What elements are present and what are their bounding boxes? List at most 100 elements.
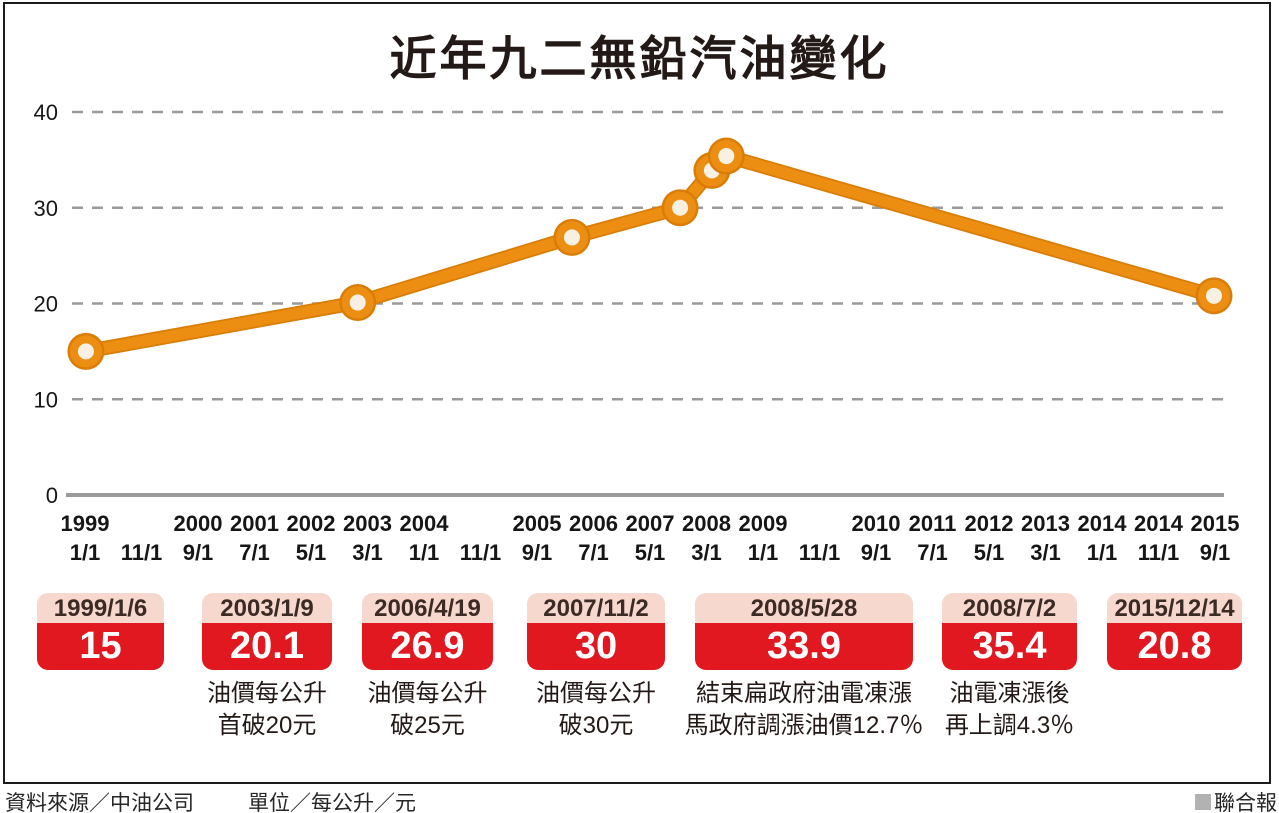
x-tick-date-label: 11/1 — [121, 540, 163, 565]
x-tick-year-label: 2014 — [1134, 511, 1184, 536]
x-tick-date-label: 11/1 — [1138, 540, 1180, 565]
data-point-marker-center — [349, 294, 366, 311]
x-tick-date-label: 7/1 — [239, 540, 270, 565]
annotation-2003-1-9: 2003/1/9 20.1 油價每公升 首破20元 — [202, 593, 332, 742]
x-tick-year-label: 2004 — [400, 511, 450, 536]
y-tick-label: 40 — [34, 100, 58, 125]
badge-date: 2008/5/28 — [695, 593, 913, 623]
annotation-2008-5-28: 2008/5/28 33.9 結束扁政府油電凍漲 馬政府調漲油價12.7％ — [685, 593, 923, 742]
price-badge: 2003/1/9 20.1 — [202, 593, 332, 670]
x-tick-date-label: 1/1 — [409, 540, 440, 565]
x-tick-year-label: 2005 — [513, 511, 562, 536]
footer: 資料來源／中油公司 單位／每公升／元 聯合報 — [0, 787, 1279, 813]
x-tick-date-label: 7/1 — [578, 540, 609, 565]
x-tick-date-label: 3/1 — [352, 540, 383, 565]
x-tick-year-label: 2002 — [287, 511, 336, 536]
price-badge: 2007/11/2 30 — [527, 593, 665, 670]
annotation-2006-4-19: 2006/4/19 26.9 油價每公升 破25元 — [362, 593, 493, 742]
badge-caption: 油價每公升 破30元 — [536, 678, 656, 742]
caption-line: 油電凍漲後 — [949, 680, 1070, 707]
x-tick-date-label: 11/1 — [799, 540, 841, 565]
badge-value: 20.1 — [202, 623, 332, 670]
badge-value: 30 — [527, 623, 665, 670]
x-tick-date-label: 7/1 — [917, 540, 948, 565]
price-line-chart: 0 10 20 30 40 1999 1/1 11/1 2000 9/1 2001 7/1 2002 5/… — [34, 100, 1240, 565]
x-tick-year-label: 2015 — [1191, 511, 1240, 536]
badge-value: 33.9 — [695, 623, 913, 670]
badge-value: 20.8 — [1107, 623, 1242, 670]
caption-line: 馬政府調漲油價12.7％ — [684, 712, 924, 739]
source-label: 資料來源／中油公司 — [5, 792, 194, 813]
x-tick-year-label: 2014 — [1078, 511, 1128, 536]
data-point-marker-center — [1206, 287, 1222, 304]
x-tick-date-label: 9/1 — [522, 540, 553, 565]
badge-caption: 油電凍漲後 再上調4.3％ — [945, 678, 1074, 742]
badge-value: 26.9 — [362, 623, 493, 670]
credit-square-icon — [1195, 794, 1211, 810]
credit: 聯合報 — [1195, 787, 1277, 813]
y-tick-label: 0 — [46, 483, 58, 508]
x-tick-date-label: 3/1 — [1030, 540, 1061, 565]
x-tick-year-label: 2007 — [626, 511, 675, 536]
caption-line: 再上調4.3％ — [944, 712, 1075, 739]
y-tick-label: 30 — [34, 196, 58, 221]
x-tick-date-label: 1/1 — [748, 540, 779, 565]
annotation-2007-11-2: 2007/11/2 30 油價每公升 破30元 — [527, 593, 665, 742]
price-badge: 2006/4/19 26.9 — [362, 593, 493, 670]
price-badge: 2008/7/2 35.4 — [942, 593, 1077, 670]
x-tick-date-label: 5/1 — [635, 540, 666, 565]
caption-line: 結束扁政府油電凍漲 — [696, 680, 912, 707]
data-point-marker-center — [718, 148, 735, 165]
unit-label: 單位／每公升／元 — [248, 792, 416, 813]
x-tick-date-label: 11/1 — [460, 540, 502, 565]
x-tick-date-label: 5/1 — [974, 540, 1005, 565]
badge-date: 2006/4/19 — [362, 593, 493, 623]
x-tick-date-label: 1/1 — [1087, 540, 1118, 565]
badge-date: 1999/1/6 — [37, 593, 164, 623]
x-tick-year-label: 2001 — [230, 511, 279, 536]
x-tick-year-label: 2013 — [1021, 511, 1070, 536]
price-badge: 1999/1/6 15 — [37, 593, 164, 670]
x-tick-year-label: 2009 — [739, 511, 788, 536]
x-tick-date-label: 1/1 — [70, 540, 101, 565]
x-tick-date-label: 9/1 — [861, 540, 892, 565]
badge-caption: 結束扁政府油電凍漲 馬政府調漲油價12.7％ — [685, 678, 924, 742]
x-tick-year-label: 2000 — [174, 511, 223, 536]
x-tick-year-label: 2008 — [682, 511, 731, 536]
annotation-1999-1-6: 1999/1/6 15 — [37, 593, 164, 670]
chart-frame — [3, 2, 1271, 784]
y-tick-label: 20 — [34, 292, 58, 317]
x-tick-year-label: 2012 — [965, 511, 1014, 536]
x-tick-date-label: 5/1 — [296, 540, 327, 565]
y-tick-label: 10 — [34, 387, 58, 412]
data-point-marker-center — [563, 229, 580, 246]
badge-caption: 油價每公升 首破20元 — [207, 678, 327, 742]
price-badge: 2015/12/14 20.8 — [1107, 593, 1242, 670]
price-badge: 2008/5/28 33.9 — [695, 593, 913, 670]
x-tick-year-label: 2011 — [909, 511, 957, 536]
data-point-marker-center — [672, 199, 689, 216]
x-tick-year-label: 2006 — [569, 511, 618, 536]
annotation-2008-7-2: 2008/7/2 35.4 油電凍漲後 再上調4.3％ — [942, 593, 1077, 742]
caption-line: 破30元 — [558, 712, 634, 739]
badge-date: 2015/12/14 — [1107, 593, 1242, 623]
x-tick-year-label: 2010 — [852, 511, 901, 536]
badge-date: 2008/7/2 — [942, 593, 1077, 623]
caption-line: 油價每公升 — [207, 680, 327, 707]
badge-caption: 油價每公升 破25元 — [368, 678, 488, 742]
caption-line: 首破20元 — [217, 712, 317, 739]
data-point-marker-center — [77, 343, 94, 360]
chart-title: 近年九二無鉛汽油變化 — [389, 32, 890, 85]
credit-label: 聯合報 — [1214, 792, 1277, 813]
x-tick-year-label: 2003 — [343, 511, 392, 536]
x-tick-year-label: 1999 — [61, 511, 110, 536]
badge-date: 2007/11/2 — [527, 593, 665, 623]
caption-line: 油價每公升 — [367, 680, 488, 707]
x-tick-date-label: 9/1 — [1200, 540, 1231, 565]
x-tick-date-label: 3/1 — [691, 540, 722, 565]
annotation-2015-12-14: 2015/12/14 20.8 — [1107, 593, 1242, 670]
badge-value: 35.4 — [942, 623, 1077, 670]
x-tick-date-label: 9/1 — [183, 540, 214, 565]
caption-line: 破25元 — [390, 712, 465, 739]
